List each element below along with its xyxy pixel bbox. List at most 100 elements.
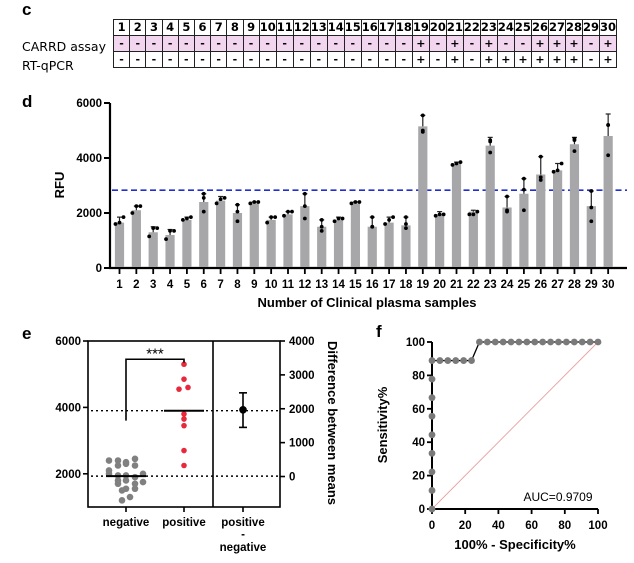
d-data-point <box>214 201 219 206</box>
f-roc-point <box>499 338 507 346</box>
d-data-point <box>340 216 345 221</box>
d-bar <box>401 225 411 267</box>
f-roc-point <box>428 394 436 402</box>
d-data-point <box>302 191 307 196</box>
table-header-cell: 23 <box>479 19 498 36</box>
d-bar <box>536 174 546 267</box>
d-bar <box>603 136 613 267</box>
e-negative-point <box>122 477 130 484</box>
d-x-tick-label: 4 <box>167 279 174 291</box>
f-roc-point <box>594 338 602 346</box>
carrd-result-cell: + <box>411 35 430 52</box>
d-data-point <box>256 200 261 204</box>
e-negative-point <box>114 457 122 464</box>
f-y-tick-label: 100 <box>406 337 425 349</box>
e-negative-point <box>126 493 134 501</box>
table-header-cell: 20 <box>428 19 447 36</box>
d-x-tick-label: 22 <box>467 279 480 291</box>
d-data-point <box>420 113 425 118</box>
d-data-point <box>467 212 472 217</box>
d-x-tick-label: 14 <box>332 279 345 291</box>
d-bar <box>300 206 310 267</box>
d-x-axis-label: Number of Clinical plasma samples <box>258 295 477 310</box>
f-roc-point <box>523 338 531 346</box>
d-data-point <box>290 209 294 214</box>
d-data-point <box>589 219 594 224</box>
f-roc-point <box>547 338 554 346</box>
d-data-point <box>370 224 375 229</box>
d-data-point <box>168 228 172 233</box>
d-bar <box>114 222 125 267</box>
table-row-carrd: - - - - - - - - - - - - - - - - - - + - + - + - - + + + - + <box>112 35 618 52</box>
d-data-point <box>555 168 560 173</box>
d-data-point <box>189 215 193 220</box>
d-x-tick-label: 1 <box>116 279 123 291</box>
table-header-cell: 27 <box>547 19 566 36</box>
d-bar <box>384 222 394 267</box>
d-bar <box>317 226 327 267</box>
d-bar <box>165 235 175 267</box>
d-bar <box>367 226 377 267</box>
d-data-point <box>391 215 395 220</box>
d-data-point <box>349 201 354 206</box>
rtqpcr-result-cell: - <box>462 51 481 68</box>
e-positive-point <box>181 447 187 454</box>
e-left-tick-label: 6000 <box>55 336 81 348</box>
e-negative-point <box>131 480 139 488</box>
d-data-point <box>164 237 168 242</box>
e-x-label-diff-1: positive <box>221 517 264 529</box>
e-negative-point <box>122 460 130 468</box>
carrd-result-cell: - <box>292 35 311 52</box>
rtqpcr-result-cell: - <box>360 51 379 68</box>
d-data-point <box>538 154 543 159</box>
f-roc-point <box>570 338 578 346</box>
e-negative-point <box>118 497 126 504</box>
d-x-tick-label: 19 <box>416 279 429 291</box>
d-data-point <box>134 204 139 209</box>
d-data-point <box>155 226 160 231</box>
d-x-tick-label: 21 <box>450 279 463 291</box>
d-data-point <box>475 209 480 214</box>
row-label-carrd: CARRD assay <box>22 39 106 54</box>
d-data-point <box>454 161 459 166</box>
f-roc-point <box>483 338 491 346</box>
f-roc-point <box>428 505 436 513</box>
e-positive-point <box>176 386 182 392</box>
d-x-tick-label: 25 <box>518 279 531 291</box>
f-roc-point <box>539 338 547 346</box>
e-negative-point <box>114 462 122 469</box>
table-header-cell: 24 <box>496 19 515 36</box>
result-table: 1 2 3 4 5 6 7 8 9 10 11 12 13 14 15 16 17 18 19 20 21 22 23 24 2… <box>112 19 618 68</box>
table-header-cell: 14 <box>326 19 345 36</box>
d-data-point <box>522 176 526 181</box>
f-roc-point <box>476 338 483 346</box>
d-x-tick-label: 11 <box>282 279 295 291</box>
carrd-result-cell: - <box>129 35 147 52</box>
d-data-point <box>201 191 206 196</box>
d-x-tick-label: 3 <box>150 279 156 291</box>
d-data-point <box>538 175 543 180</box>
carrd-result-cell: - <box>309 35 328 52</box>
d-data-point <box>505 208 509 213</box>
d-data-point <box>181 217 185 222</box>
table-header-cell: 19 <box>411 19 430 36</box>
d-data-point <box>218 197 223 202</box>
d-data-point <box>172 228 176 233</box>
d-data-point <box>248 201 253 206</box>
e-negative-point <box>118 487 126 494</box>
d-bar <box>148 232 158 267</box>
d-data-point <box>404 222 408 226</box>
f-roc-point <box>507 338 515 346</box>
d-data-point <box>606 153 611 158</box>
table-header-cell: 26 <box>530 19 549 36</box>
f-roc-point <box>428 449 436 457</box>
d-bar <box>418 126 428 267</box>
e-right-tick-label: 0 <box>289 472 295 484</box>
f-roc-point <box>515 338 523 346</box>
d-data-point <box>458 160 463 165</box>
d-data-point <box>357 200 362 204</box>
table-header-cell: 18 <box>394 19 413 36</box>
f-roc-point <box>436 357 444 364</box>
rtqpcr-result-cell: + <box>598 51 618 68</box>
d-bar <box>553 170 563 267</box>
